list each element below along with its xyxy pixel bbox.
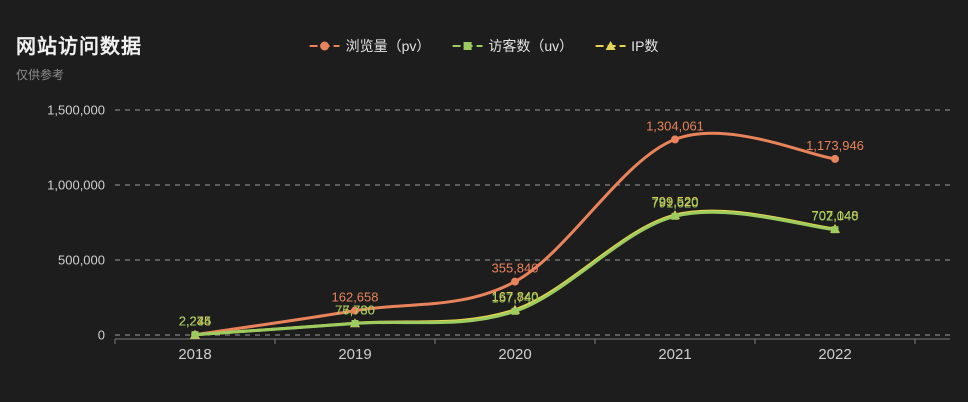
x-axis-tick-label: 2022 [818,346,851,363]
legend-label: IP数 [631,38,659,54]
x-axis-tick-label: 2018 [178,346,211,363]
legend: 浏览量（pv） 访客数（uv） IP数 [309,36,658,56]
series-point-label-uv: 157,740 [492,290,539,305]
series-point-uv [191,331,199,339]
legend-label: 浏览量（pv） [345,38,431,54]
series-point-label-pv: 1,173,946 [806,138,864,153]
series-point-pv [511,277,519,286]
legend-marker-triangle-icon [595,41,626,50]
series-point-label-uv: 791,620 [652,195,699,210]
series-point-label-ip: 2,245 [179,314,212,329]
series-point-label-pv: 1,304,061 [646,118,704,133]
y-axis-tick-label: 1,000,000 [47,178,105,193]
series-point-label-pv: 355,840 [492,261,539,276]
series-line-pv [193,131,837,337]
y-axis-tick-label: 1,500,000 [47,103,105,118]
series-point-label-ip: 707,148 [812,208,859,223]
series-point-uv [671,212,679,220]
legend-item-pv[interactable]: 浏览量（pv） [309,36,431,56]
series-point-label-ip: 799,520 [652,194,699,209]
series-point-uv [511,307,519,315]
series-point-pv [831,154,839,163]
series-point-label-pv: 2,274 [179,314,212,329]
x-axis-tick-label: 2020 [498,346,531,363]
legend-label: 访客数（uv） [488,38,574,54]
series-point-pv [351,306,359,315]
series-point-label-uv: 2,234 [179,314,212,329]
legend-item-ip[interactable]: IP数 [595,36,658,56]
series-point-uv [351,320,359,327]
y-axis-tick-label: 500,000 [58,253,105,268]
series-point-label-uv: 76,780 [335,303,375,318]
series-point-label-uv: 702,040 [812,209,859,224]
series-point-pv [671,135,679,144]
x-axis-tick-label: 2019 [338,346,371,363]
x-axis-tick-label: 2021 [658,346,691,363]
legend-item-uv[interactable]: 访客数（uv） [452,36,573,56]
chart-subtitle: 仅供参考 [16,68,65,82]
series-point-label-pv: 162,658 [332,290,379,305]
series-point-label-ip: 167,840 [492,289,539,304]
series-point-uv [831,226,839,234]
legend-marker-circle-icon [309,41,340,51]
series-point-label-ip: 77,730 [335,302,375,317]
y-axis-tick-label: 0 [98,328,105,343]
legend-marker-square-icon [452,42,483,50]
chart-title: 网站访问数据 [16,36,142,58]
